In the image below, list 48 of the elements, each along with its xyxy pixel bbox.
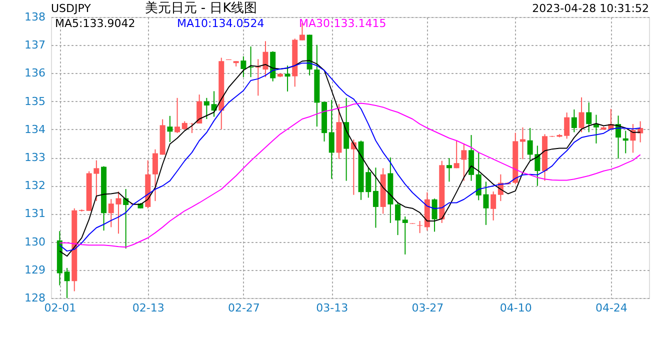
candlestick <box>196 94 202 124</box>
x-tick-label: 04-24 <box>595 302 628 314</box>
x-tick-label: 02-27 <box>228 302 260 314</box>
candlestick <box>372 167 378 228</box>
x-tick-label: 04-10 <box>500 302 532 314</box>
text: 2023-04-28 10:31:52 <box>532 2 649 15</box>
candlestick <box>593 114 599 144</box>
candlestick <box>446 158 452 182</box>
chart-title: 美元日元 - 日K线图 <box>144 0 258 16</box>
candlestick <box>622 130 628 154</box>
y-tick-label: 132 <box>24 179 46 192</box>
text: MA10:134.0524 <box>177 17 264 30</box>
y-tick-label: 136 <box>24 66 46 80</box>
x-tick-label: 02-01 <box>44 302 76 314</box>
y-tick-label: 130 <box>24 235 46 248</box>
y-tick-label: 129 <box>24 263 46 276</box>
candlestick <box>578 96 584 133</box>
y-tick-label: 131 <box>24 207 46 220</box>
candlestick <box>454 140 460 169</box>
candlestick <box>520 126 526 160</box>
candlestick <box>490 191 496 221</box>
candlestick <box>461 142 467 182</box>
x-tick-label: 03-27 <box>412 302 444 314</box>
text: MA5:133.9042 <box>55 17 136 30</box>
candlestick <box>586 102 592 133</box>
candlestick <box>152 148 158 202</box>
y-tick-label: 138 <box>24 10 46 24</box>
y-tick-label: 133 <box>24 151 46 164</box>
y-tick-label: 135 <box>24 94 46 108</box>
candlestick <box>167 115 173 143</box>
text: MA30:133.1415 <box>299 17 386 30</box>
candlestick <box>240 56 246 78</box>
candlestick <box>174 97 180 134</box>
y-tick-label: 137 <box>24 38 46 52</box>
text: USDJPY <box>51 2 92 15</box>
candlestick <box>417 220 423 234</box>
candlestick <box>64 267 70 298</box>
candlestick <box>395 202 401 236</box>
y-tick-label: 128 <box>24 292 46 304</box>
candlestick <box>432 198 438 232</box>
candlestick <box>402 216 408 255</box>
candlestick <box>328 99 334 180</box>
candlestick <box>571 108 577 133</box>
x-tick-label: 02-13 <box>132 302 164 314</box>
candlestick <box>564 112 570 140</box>
candlestick <box>204 97 210 120</box>
x-tick-label: 03-13 <box>316 302 348 314</box>
y-tick-label: 134 <box>24 122 46 136</box>
